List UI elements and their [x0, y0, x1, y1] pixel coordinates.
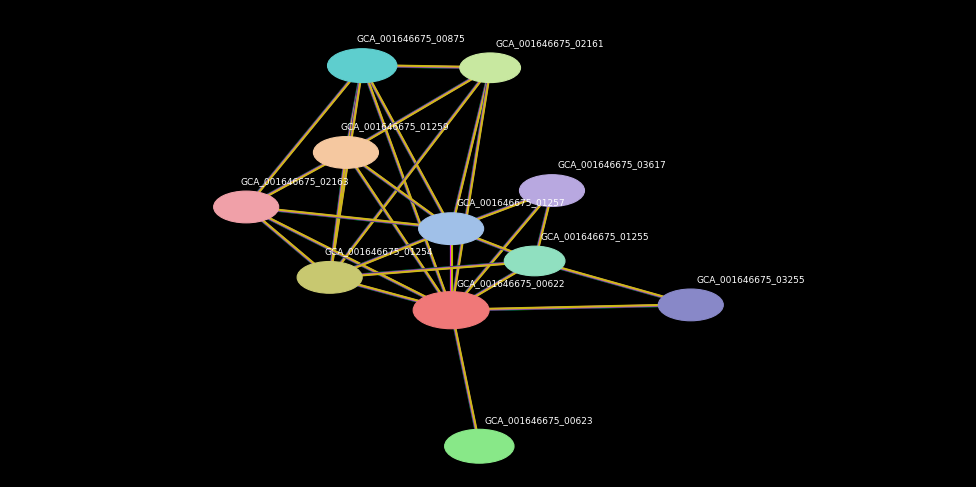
Text: GCA_001646675_00622: GCA_001646675_00622 [457, 279, 565, 288]
Circle shape [445, 430, 514, 463]
Circle shape [313, 136, 379, 169]
Circle shape [297, 262, 362, 293]
Text: GCA_001646675_02161: GCA_001646675_02161 [496, 38, 604, 48]
Circle shape [413, 292, 489, 329]
Circle shape [214, 191, 279, 223]
Circle shape [658, 289, 723, 321]
Circle shape [505, 246, 565, 276]
Text: GCA_001646675_00875: GCA_001646675_00875 [357, 35, 466, 43]
Text: GCA_001646675_01254: GCA_001646675_01254 [324, 247, 432, 256]
Circle shape [519, 175, 585, 206]
Text: GCA_001646675_03255: GCA_001646675_03255 [696, 275, 805, 284]
Circle shape [328, 49, 397, 83]
Text: GCA_001646675_03617: GCA_001646675_03617 [557, 160, 667, 169]
Circle shape [419, 213, 484, 244]
Text: GCA_001646675_01257: GCA_001646675_01257 [457, 199, 565, 207]
Circle shape [460, 53, 520, 83]
Text: GCA_001646675_01255: GCA_001646675_01255 [540, 232, 649, 241]
Text: GCA_001646675_00623: GCA_001646675_00623 [485, 416, 593, 425]
Text: GCA_001646675_02163: GCA_001646675_02163 [241, 177, 349, 186]
Text: GCA_001646675_01259: GCA_001646675_01259 [341, 122, 449, 131]
